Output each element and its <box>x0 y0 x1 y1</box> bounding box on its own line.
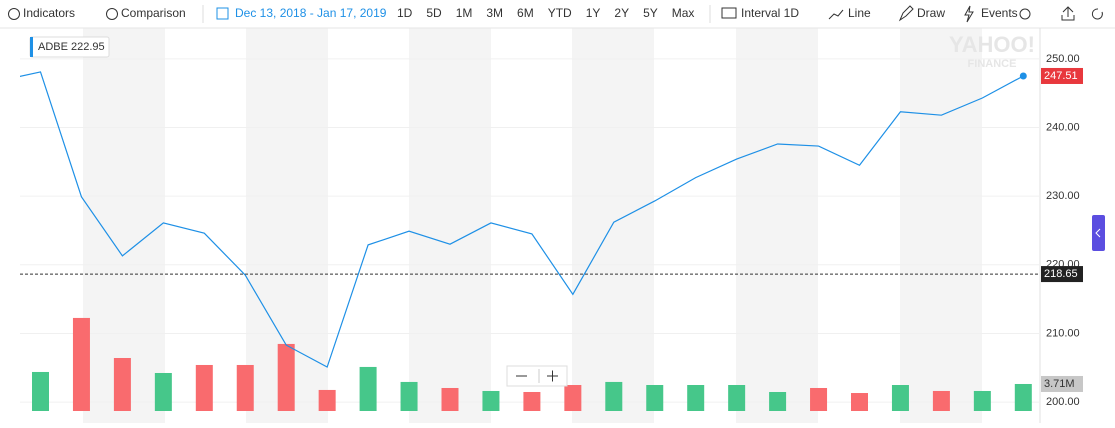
week-band <box>736 28 818 423</box>
interval-icon <box>721 7 737 19</box>
volume-bar <box>932 390 950 411</box>
comparison-button[interactable]: Comparison <box>121 6 186 20</box>
draw-button[interactable]: Draw <box>917 6 945 20</box>
volume-bar <box>441 387 459 411</box>
events-button[interactable]: Events <box>981 6 1018 20</box>
volume-bar <box>32 371 49 411</box>
volume-bar <box>359 366 377 411</box>
volume-bar <box>646 385 664 411</box>
calendar-icon <box>216 7 229 20</box>
last-point <box>1019 72 1027 80</box>
volume-bar <box>236 364 254 411</box>
range-button[interactable]: Max <box>672 6 695 20</box>
watermark: YAHOO! <box>949 32 1035 57</box>
week-band <box>900 28 982 423</box>
volume-bar <box>277 343 295 411</box>
range-button[interactable]: 6M <box>517 6 534 20</box>
week-bands <box>83 28 982 423</box>
legend-symbol: ADBE <box>38 41 68 53</box>
legend-value: 222.95 <box>71 41 105 53</box>
reset-icon[interactable] <box>1091 8 1103 20</box>
volume-bar <box>113 357 131 411</box>
volume-bar <box>1014 383 1032 411</box>
zoom-in[interactable] <box>547 370 558 382</box>
range-button[interactable]: 1Y <box>586 6 601 20</box>
range-button[interactable]: 2Y <box>614 6 629 20</box>
y-tick-label: 230.00 <box>1046 190 1080 202</box>
chevron <box>1095 228 1101 238</box>
previous-close-tag: 218.65 <box>1044 268 1078 280</box>
range-button[interactable]: 5D <box>426 6 442 20</box>
volume-tag: 3.71M <box>1044 378 1075 390</box>
range-button[interactable]: 3M <box>486 6 503 20</box>
indicators-button[interactable]: Indicators <box>23 6 75 20</box>
y-tick-label: 210.00 <box>1046 327 1080 339</box>
legend-swatch <box>30 37 33 57</box>
volume-bar <box>154 372 172 411</box>
y-tick-label: 240.00 <box>1046 121 1080 133</box>
previous-close-tag-bg <box>1041 266 1083 283</box>
line-icon <box>828 9 844 20</box>
week-band <box>83 28 165 423</box>
volume-bar <box>810 387 828 411</box>
volume-bar <box>318 389 336 411</box>
volume-bar <box>482 390 500 411</box>
volume-bar <box>605 381 623 411</box>
volume-bar <box>851 393 868 411</box>
last-price-tag-bg <box>1041 67 1083 84</box>
y-tick-label: 200.00 <box>1046 396 1080 408</box>
settings-icon[interactable] <box>1019 8 1031 20</box>
draw-icon <box>898 5 914 22</box>
watermark: FINANCE <box>968 58 1017 70</box>
share-icon[interactable] <box>1061 6 1075 21</box>
plus-icon <box>106 8 118 20</box>
volume-bar <box>728 385 746 411</box>
side-panel-tab[interactable] <box>1092 215 1105 251</box>
volume-bar <box>564 385 582 411</box>
plus-icon <box>8 8 20 20</box>
volume-bar <box>687 385 705 411</box>
last-price-tag: 247.51 <box>1044 70 1078 82</box>
week-band <box>572 28 654 423</box>
volume-bar <box>769 391 787 411</box>
volume-bar <box>523 391 541 411</box>
volume-bar <box>400 381 418 411</box>
volume-bar <box>72 317 90 411</box>
chart-style-button[interactable]: Line <box>848 6 871 20</box>
range-button[interactable]: 5Y <box>643 6 658 20</box>
week-band <box>409 28 491 423</box>
volume-bar <box>973 390 991 411</box>
events-icon <box>964 5 974 23</box>
range-button[interactable]: 1M <box>456 6 473 20</box>
volume-bar <box>891 385 909 411</box>
range-button[interactable]: YTD <box>548 6 572 20</box>
price-line <box>20 71 1024 368</box>
toolbar: Indicators Comparison Dec 13, 2018 - Jan… <box>8 5 1103 23</box>
y-tick-label: 250.00 <box>1046 53 1080 65</box>
volume-tag-bg <box>1041 375 1083 392</box>
volume-bar <box>195 364 213 411</box>
plot <box>20 58 1040 411</box>
interval-button[interactable]: Interval 1D <box>741 6 799 20</box>
range-button[interactable]: 1D <box>397 6 413 20</box>
date-range[interactable]: Dec 13, 2018 - Jan 17, 2019 <box>235 6 387 20</box>
